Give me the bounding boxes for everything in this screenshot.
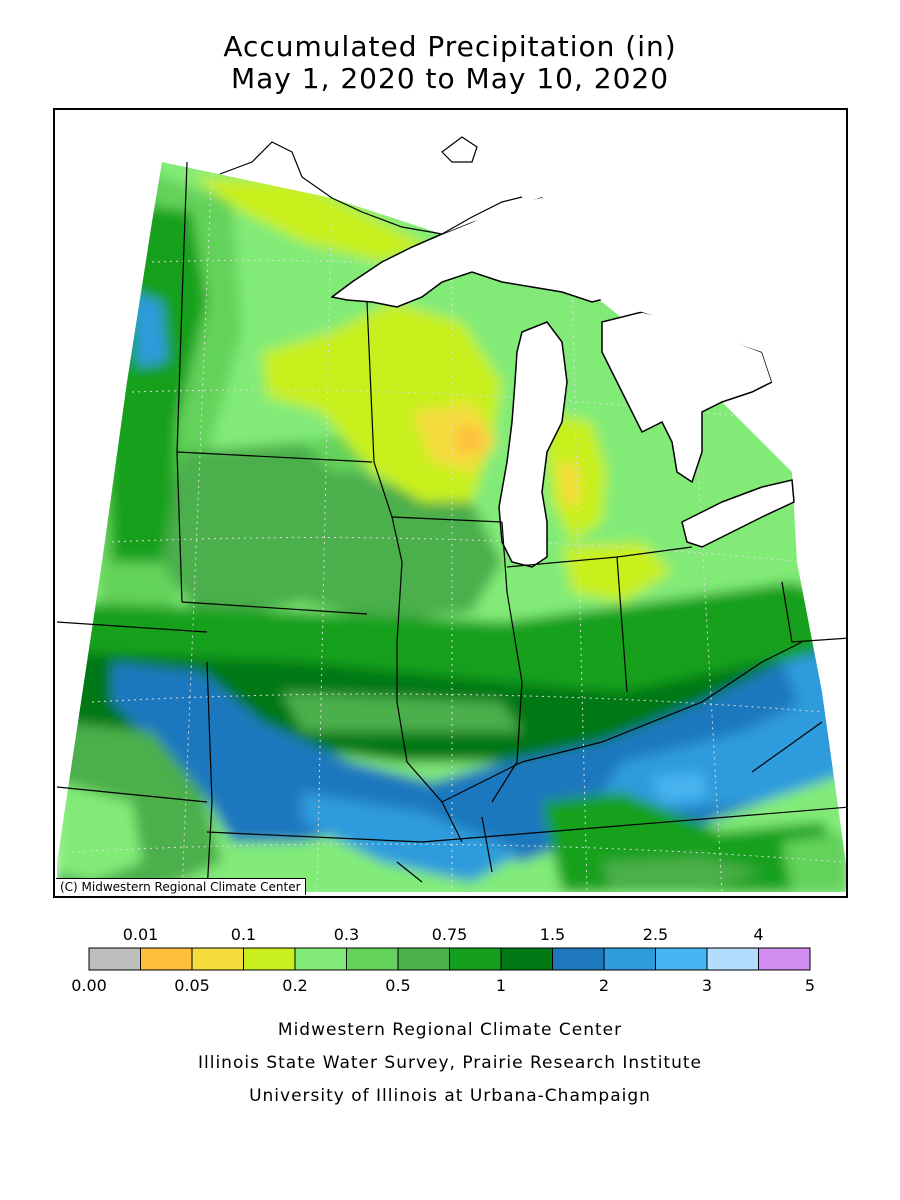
- legend-bottom-label: 3: [702, 976, 712, 995]
- color-legend: 0.01 0.1 0.3 0.75 1.5 2.5 4 0.00 0.05 0.2 0.5 1 2 3 5: [0, 915, 900, 1005]
- legend-bottom-label: 1: [496, 976, 506, 995]
- legend-swatch: [346, 947, 399, 971]
- precipitation-map: (C) Midwestern Regional Climate Center: [53, 108, 848, 898]
- legend-bottom-label: 0.00: [71, 976, 107, 995]
- legend-bottom-label: 0.5: [385, 976, 410, 995]
- great-lakes: [330, 196, 795, 568]
- state-boundaries: [56, 161, 846, 893]
- legend-swatch: [88, 947, 141, 971]
- legend-bottom-label: 2: [599, 976, 609, 995]
- legend-swatch: [140, 947, 193, 971]
- legend-top-label: 4: [753, 925, 763, 944]
- legend-top-label: 0.75: [432, 925, 468, 944]
- lake-erie: [681, 479, 795, 548]
- legend-swatch: [655, 947, 708, 971]
- legend-bottom-label: 0.05: [174, 976, 210, 995]
- map-canvas: [56, 112, 846, 893]
- legend-top-label: 0.01: [123, 925, 159, 944]
- legend-swatch: [243, 947, 296, 971]
- legend-top-label: 2.5: [643, 925, 668, 944]
- copyright-label: (C) Midwestern Regional Climate Center: [56, 878, 306, 895]
- legend-swatch: [603, 947, 656, 971]
- credit-line-1: Midwestern Regional Climate Center: [277, 1020, 623, 1040]
- legend-swatch: [552, 947, 605, 971]
- legend-bottom-label: 0.2: [282, 976, 307, 995]
- legend-top-label: 0.1: [231, 925, 256, 944]
- legend-swatch: [397, 947, 450, 971]
- legend-swatch: [191, 947, 244, 971]
- map-title: Accumulated Precipitation (in): [223, 30, 677, 63]
- legend-swatch: [294, 947, 347, 971]
- canada-area: [57, 112, 846, 472]
- map-date-range: May 1, 2020 to May 10, 2020: [230, 62, 670, 95]
- legend-top-label: 1.5: [540, 925, 565, 944]
- credit-line-2: Illinois State Water Survey, Prairie Res…: [198, 1053, 702, 1073]
- legend-top-label: 0.3: [334, 925, 359, 944]
- lake-michigan: [498, 321, 568, 568]
- legend-swatch: [706, 947, 759, 971]
- legend-bottom-label: 5: [805, 976, 815, 995]
- credit-line-3: University of Illinois at Urbana-Champai…: [249, 1086, 651, 1106]
- legend-canvas: 0.01 0.1 0.3 0.75 1.5 2.5 4 0.00 0.05 0.2 0.5 1 2 3 5: [71, 925, 815, 995]
- legend-swatch: [449, 947, 502, 971]
- legend-swatch: [500, 947, 553, 971]
- legend-swatch: [758, 947, 811, 971]
